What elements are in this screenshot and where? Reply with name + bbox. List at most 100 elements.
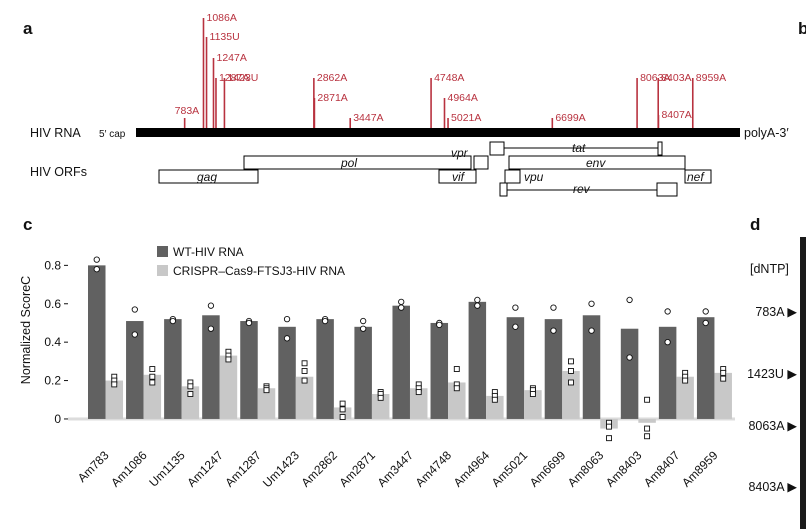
orf-label-vpr: vpr <box>451 146 469 160</box>
site-label-8063A: 8063A <box>640 72 670 84</box>
bar-crispr-Am1247 <box>219 355 238 419</box>
site-label-783A: 783A <box>175 105 200 117</box>
site-label-2871A: 2871A <box>317 92 347 104</box>
y-tick-label: 0.4 <box>44 335 61 349</box>
orf-label-rev: rev <box>573 182 591 196</box>
legend-label-wt: WT-HIV RNA <box>173 245 244 259</box>
x-tick-label-Am5021: Am5021 <box>489 448 531 490</box>
x-tick-label-Am2871: Am2871 <box>337 448 379 490</box>
bar-crispr-Am6699 <box>562 370 580 419</box>
site-label-8403A: 8403A <box>661 72 691 84</box>
point-crispr-Am8403 <box>644 396 651 403</box>
point-wt-Am783 <box>93 266 100 273</box>
point-wt-Am8403 <box>626 296 633 304</box>
bar-wt-Am3447 <box>392 305 410 419</box>
x-tick-label-Um1423: Um1423 <box>260 448 302 490</box>
point-crispr-Am6699 <box>568 358 574 365</box>
bar-crispr-Am2862 <box>333 407 352 419</box>
orf-label-pol: pol <box>340 156 357 170</box>
replicate-points <box>93 256 727 442</box>
bar-wt-Am1247 <box>202 315 220 419</box>
orf-vpr: vpr <box>451 146 489 170</box>
point-crispr-Um1135 <box>187 383 194 390</box>
legend: WT-HIV RNA CRISPR–Cas9-FTSJ3-HIV RNA <box>157 245 345 278</box>
point-wt-Um1423 <box>283 315 291 323</box>
bar-wt-Am6699 <box>544 319 563 419</box>
point-crispr-Am1287 <box>263 387 270 394</box>
point-wt-Am3447 <box>398 304 405 311</box>
x-tick-label-Am1086: Am1086 <box>108 448 150 490</box>
x-axis-tick-labels: Am783Am1086Um1135Am1247Am1287Um1423Am286… <box>75 448 721 490</box>
orf-gag: gag <box>158 169 259 184</box>
site-label-8959A: 8959A <box>696 72 726 84</box>
orf-label-nef: nef <box>687 170 705 184</box>
point-crispr-Am783 <box>111 381 118 388</box>
x-tick-label-Am3447: Am3447 <box>375 448 417 490</box>
orf-env: env <box>508 155 686 170</box>
panel-letter-d: d <box>750 215 760 234</box>
orf-tat: tat <box>489 141 663 156</box>
bar-crispr-Am3447 <box>409 388 428 419</box>
bar-crispr-Am8407 <box>676 376 694 419</box>
x-tick-label-Am4964: Am4964 <box>451 448 493 490</box>
point-wt-Um1135 <box>169 317 177 325</box>
hiv-rna-label: HIV RNA <box>30 126 81 140</box>
point-crispr-Um1135 <box>187 391 194 397</box>
site-label-3447A: 3447A <box>353 112 383 124</box>
bar-wt-Am783 <box>88 265 106 419</box>
panel-letter-c: c <box>23 215 32 234</box>
point-wt-Am6699 <box>550 304 557 311</box>
bar-wt-Am8403 <box>620 328 639 419</box>
point-wt-Am8407 <box>664 308 671 315</box>
x-tick-label-Am1247: Am1247 <box>184 448 226 490</box>
point-crispr-Am8063 <box>606 423 612 430</box>
gel-row-label: 783A ▶ <box>755 305 797 319</box>
point-wt-Am4964 <box>474 296 481 304</box>
site-label-1287A: 1287A <box>219 72 249 84</box>
bar-crispr-Am1287 <box>257 388 276 419</box>
point-wt-Am1247 <box>207 325 215 332</box>
point-crispr-Am6699 <box>568 379 574 386</box>
site-label-6699A: 6699A <box>555 112 585 124</box>
point-wt-Am1247 <box>207 302 215 309</box>
bar-wt-Am5021 <box>506 317 525 419</box>
scorec-bar-chart: Normalized ScoreC 0.80.60.40.20 Am783Am1… <box>19 245 735 490</box>
point-wt-Am4748 <box>436 321 443 329</box>
y-tick-label: 0.8 <box>44 258 61 272</box>
orf-label-env: env <box>586 156 606 170</box>
point-crispr-Am8403 <box>644 425 651 432</box>
gel-row-label: 8403A ▶ <box>748 480 797 494</box>
x-tick-label-Am6699: Am6699 <box>527 448 569 490</box>
orf-vpu: vpu <box>504 169 544 184</box>
orf-nef: nef <box>684 169 712 184</box>
site-label-2862A: 2862A <box>317 72 347 84</box>
dntp-header: [dNTP] <box>750 262 789 276</box>
bar-crispr-Um1135 <box>181 386 200 419</box>
point-crispr-Um1423 <box>301 377 308 384</box>
bar-crispr-Am1086 <box>143 374 162 419</box>
point-wt-Um1423 <box>283 335 291 342</box>
site-label-4748A: 4748A <box>434 72 464 84</box>
site-label-5021A: 5021A <box>451 112 481 124</box>
x-tick-label-Am8403: Am8403 <box>603 448 645 490</box>
point-wt-Am2862 <box>321 317 329 325</box>
point-wt-Am3447 <box>398 298 405 305</box>
point-crispr-Am2871 <box>377 394 384 401</box>
legend-swatch-crispr <box>157 265 168 276</box>
point-wt-Am2871 <box>360 325 367 332</box>
bar-wt-Am2871 <box>354 326 372 419</box>
y-axis-label: Normalized ScoreC <box>19 276 33 384</box>
point-crispr-Am3447 <box>415 389 422 396</box>
point-crispr-Am8959 <box>720 369 727 376</box>
orf-label-vpu: vpu <box>524 170 544 184</box>
panel-letter-b: b <box>798 19 806 38</box>
x-tick-label-Am1287: Am1287 <box>222 448 264 490</box>
bar-wt-Am4748 <box>430 322 449 419</box>
bar-wt-Um1135 <box>164 319 182 419</box>
bar-wt-Am4964 <box>468 301 487 419</box>
point-wt-Am1086 <box>131 306 138 313</box>
point-crispr-Am1247 <box>225 356 232 363</box>
point-crispr-Am4748 <box>453 366 460 372</box>
point-crispr-Am1086 <box>149 366 156 372</box>
